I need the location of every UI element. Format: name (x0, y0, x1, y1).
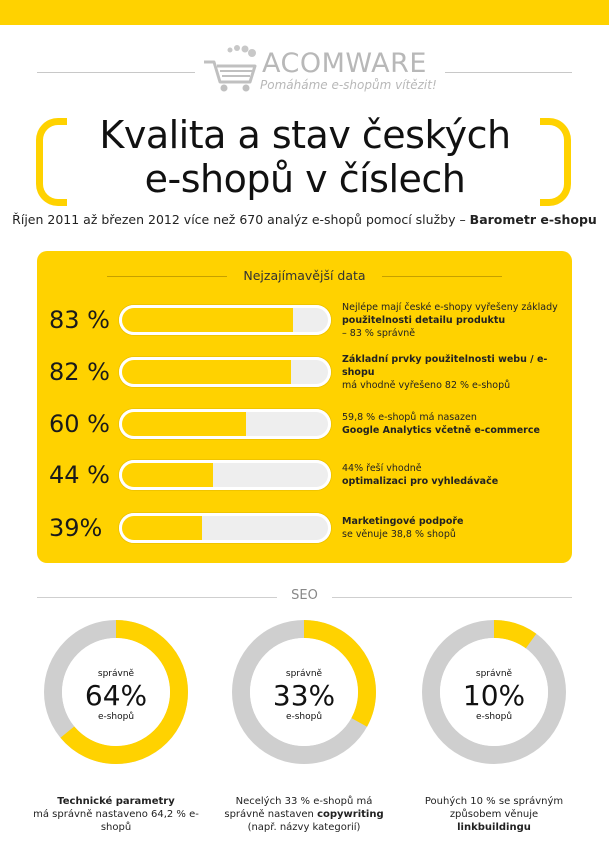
donut-top-label: správně (475, 669, 513, 679)
donut-bottom-label: e-shopů (475, 712, 513, 722)
desc-pre: 59,8 % e-shopů má nasazen (342, 412, 477, 423)
desc-bold: Google Analytics včetně e-commerce (342, 425, 540, 436)
stat-row: 39% Marketingové podpoře se věnuje 38,8 … (37, 508, 572, 548)
bracket-left (36, 118, 67, 206)
title-line-1: Kvalita a stav českých (99, 113, 511, 157)
caption-post: (např. názvy kategorií) (247, 822, 361, 833)
seo-title: SEO (291, 588, 318, 603)
subtitle: Říjen 2011 až březen 2012 více než 670 a… (0, 212, 609, 227)
donut-value-arc (422, 620, 566, 764)
logo-divider-right (445, 72, 572, 73)
stat-percent: 60 % (49, 410, 110, 438)
title-line-2: e-shopů v číslech (144, 157, 466, 201)
donut-chart: správně 10% e-shopů (414, 612, 574, 772)
donut-chart: správně 33% e-shopů (224, 612, 384, 772)
caption-pre: Pouhých 10 % se správným způsobem věnuje (424, 796, 564, 820)
cart-icon (204, 45, 257, 92)
desc-bold: použitelnosti detailu produktu (342, 314, 506, 326)
stat-bar-track (119, 409, 331, 439)
stat-row: 60 % 59,8 % e-shopů má nasazen Google An… (37, 404, 572, 444)
donut-value: 10% (462, 679, 526, 712)
caption-bold: copywriting (317, 809, 384, 820)
panel-title: Nejzajímavější data (243, 268, 366, 283)
donut-top-label: správně (285, 669, 323, 679)
stat-bar-track (119, 513, 331, 543)
donut-chart: správně 64% e-shopů (36, 612, 196, 772)
donut-hole (62, 638, 170, 746)
stats-panel: Nejzajímavější data 83 % Nejlépe mají če… (37, 251, 572, 563)
seo-divider-left (37, 597, 277, 598)
seo-divider-right (332, 597, 572, 598)
desc-pre: Nejlépe mají české e-shopy vyřešeny zákl… (342, 301, 558, 313)
caption-bold: Technické parametry (57, 796, 175, 807)
stat-bar-track (119, 305, 331, 335)
desc-pre: 44% řeší vhodně (342, 463, 422, 474)
stat-row: 44 % 44% řeší vhodně optimalizaci pro vy… (37, 455, 572, 495)
stat-description: Marketingové podpoře se věnuje 38,8 % sh… (342, 508, 567, 548)
desc-bold: Základní prvky použitelnosti webu / e-sh… (342, 353, 548, 378)
stat-bar-track (119, 357, 331, 387)
desc-post: má vhodně vyřešeno 82 % e-shopů (342, 379, 511, 391)
caption-post: má správně nastaveno 64,2 % e-shopů (33, 809, 199, 833)
bracket-right (540, 118, 571, 206)
donut-caption: Technické parametry má správně nastaveno… (26, 795, 206, 834)
desc-bold: optimalizaci pro vyhledávače (342, 476, 499, 487)
donut-ring (43, 619, 189, 765)
donut-top-label: správně (97, 669, 135, 679)
donut-hole (250, 638, 358, 746)
stat-bar-fill (122, 412, 246, 436)
panel-divider-left (107, 276, 227, 277)
stat-bar-fill (122, 516, 203, 540)
donut-ring (231, 619, 377, 765)
stat-percent: 39% (49, 514, 103, 542)
donut-value: 64% (84, 679, 148, 712)
stat-description: 44% řeší vhodně optimalizaci pro vyhledá… (342, 455, 567, 495)
logo-tagline: Pomáháme e-shopům vítězit! (260, 78, 437, 92)
stat-bar-fill (122, 308, 293, 332)
panel-divider-right (382, 276, 502, 277)
stat-description: Základní prvky použitelnosti webu / e-sh… (342, 352, 567, 392)
donut-caption: Pouhých 10 % se správným způsobem věnuje… (404, 795, 584, 834)
donut-ring (421, 619, 567, 765)
caption-bold: linkbuildingu (457, 822, 531, 833)
desc-post: – 83 % správně (342, 327, 416, 339)
donut-value: 33% (272, 679, 336, 712)
donut-value-arc (232, 620, 376, 764)
donut-hole (440, 638, 548, 746)
subtitle-bold: Barometr e-shopu (469, 212, 597, 227)
stat-description: Nejlépe mají české e-shopy vyřešeny zákl… (342, 300, 567, 340)
donut-caption: Necelých 33 % e-shopů má správně nastave… (214, 795, 394, 834)
desc-bold: Marketingové podpoře (342, 516, 464, 527)
top-bar (0, 0, 609, 25)
stat-percent: 83 % (49, 306, 110, 334)
stat-row: 83 % Nejlépe mají české e-shopy vyřešeny… (37, 300, 572, 340)
caption-pre: Necelých 33 % e-shopů má správně nastave… (224, 796, 373, 820)
logo-divider-left (37, 72, 195, 73)
subtitle-text: Říjen 2011 až březen 2012 více než 670 a… (12, 212, 466, 227)
stat-bar-track (119, 460, 331, 490)
donut-bottom-label: e-shopů (97, 712, 135, 722)
stat-percent: 44 % (49, 461, 110, 489)
donut-value-arc (44, 620, 188, 764)
stat-bar-fill (122, 360, 291, 384)
stat-row: 82 % Základní prvky použitelnosti webu /… (37, 352, 572, 392)
page-title: Kvalita a stav českých e-shopů v číslech (70, 113, 540, 201)
logo: ACOMWARE Pomáháme e-shopům vítězit! (198, 40, 448, 100)
desc-post: se věnuje 38,8 % shopů (342, 529, 456, 540)
logo-name: ACOMWARE (262, 48, 427, 79)
stat-bar-fill (122, 463, 213, 487)
stat-percent: 82 % (49, 358, 110, 386)
donut-bottom-label: e-shopů (285, 712, 323, 722)
stat-description: 59,8 % e-shopů má nasazen Google Analyti… (342, 404, 567, 444)
